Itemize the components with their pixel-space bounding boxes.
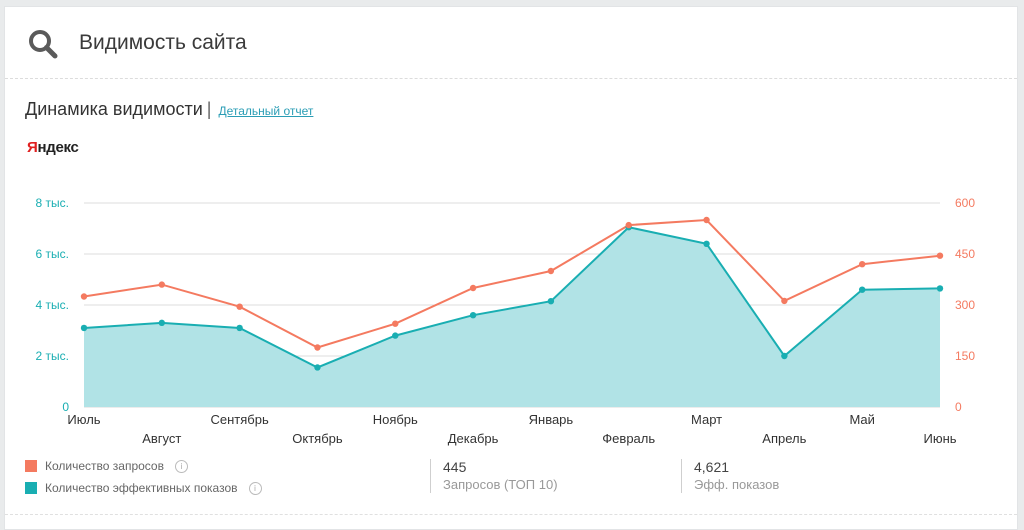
data-point-impressions: [858, 286, 866, 293]
stat-value: 445: [443, 459, 467, 475]
x-tick-label: Июнь: [923, 431, 956, 446]
y-left-tick-label: 4 тыс.: [36, 298, 69, 312]
stat-label: Эфф. показов: [694, 477, 780, 492]
x-tick-label: Март: [691, 412, 722, 427]
data-point-impressions: [80, 324, 88, 332]
data-point-requests: [858, 261, 866, 268]
data-point-requests: [236, 303, 243, 310]
y-left-tick-label: 6 тыс.: [36, 247, 69, 261]
data-point-requests: [80, 293, 88, 300]
x-tick-label: Август: [142, 431, 181, 446]
visibility-card: Видимость сайта Динамика видимости | Дета…: [4, 6, 1018, 530]
y-right-tick-label: 300: [955, 298, 975, 312]
visibility-chart: 0 2 тыс. 4 тыс. 6 тыс. 8 тыс. 0 150 300 450 600 Ию…: [36, 196, 976, 446]
y-right-tick-label: 150: [955, 349, 975, 363]
legend-swatch-requests: [25, 460, 37, 472]
yandex-logo-first-letter: Я: [27, 139, 38, 156]
y-left-tick-label: 8 тыс.: [36, 196, 69, 210]
section-title: Динамика видимости | Детальный отчет: [25, 99, 313, 120]
data-point-requests: [392, 320, 399, 327]
yandex-logo-rest: ндекс: [37, 139, 79, 156]
y-right-tick-label: 0: [955, 400, 962, 414]
x-tick-label: Сентябрь: [211, 412, 269, 427]
section-title-text: Динамика видимости: [25, 99, 203, 119]
legend-item-requests[interactable]: Количество запросов i: [25, 455, 262, 477]
stat-value: 4,621: [694, 459, 730, 475]
legend-item-impressions[interactable]: Количество эффективных показов i: [25, 477, 262, 499]
x-tick-label: Июль: [67, 412, 100, 427]
y-right-tick-label: 600: [955, 196, 975, 210]
x-tick-label: Ноябрь: [373, 412, 418, 427]
yandex-logo: Яндекс: [27, 139, 79, 156]
x-tick-label: Октябрь: [292, 431, 343, 446]
data-point-impressions: [158, 319, 166, 327]
series-line-requests: [83, 218, 941, 349]
y-left-tick-label: 2 тыс.: [36, 349, 69, 363]
legend-label-requests: Количество запросов: [45, 459, 164, 473]
legend-label-impressions: Количество эффективных показов: [45, 481, 238, 495]
x-tick-label: Февраль: [602, 431, 655, 446]
stat-requests-top10: 445 Запросов (ТОП 10): [430, 459, 558, 493]
legend-swatch-impressions: [25, 482, 37, 494]
x-tick-label: Декабрь: [448, 431, 499, 446]
chart-legend: Количество запросов i Количество эффекти…: [25, 455, 262, 499]
x-tick-label: Январь: [529, 412, 574, 427]
stat-effective-impressions: 4,621 Эфф. показов: [681, 459, 779, 493]
title-separator: |: [206, 99, 212, 119]
data-point-requests: [703, 216, 710, 224]
bottom-divider: [5, 514, 1017, 515]
data-point-requests: [625, 221, 632, 229]
data-point-impressions: [236, 324, 243, 332]
card-header: Видимость сайта: [5, 7, 1017, 79]
data-point-impressions: [781, 352, 788, 360]
data-point-requests: [781, 297, 788, 305]
data-point-impressions: [314, 364, 321, 371]
data-point-impressions: [936, 285, 944, 292]
x-tick-label: Апрель: [762, 431, 806, 446]
data-point-impressions: [469, 312, 477, 319]
y-left-tick-label: 0: [62, 400, 69, 414]
data-point-requests: [547, 267, 555, 275]
data-point-requests: [314, 344, 321, 351]
stat-label: Запросов (ТОП 10): [443, 477, 558, 492]
y-right-tick-label: 450: [955, 247, 975, 261]
search-icon: [29, 30, 58, 59]
data-point-impressions: [703, 240, 710, 247]
card-title: Видимость сайта: [79, 31, 247, 54]
info-icon[interactable]: i: [174, 459, 188, 473]
data-point-impressions: [547, 297, 555, 305]
data-point-requests: [158, 281, 166, 288]
data-point-impressions: [392, 332, 399, 339]
info-icon[interactable]: i: [248, 481, 262, 495]
series-line-impressions: [83, 226, 941, 369]
data-point-requests: [469, 284, 477, 292]
x-tick-label: Май: [849, 412, 874, 427]
detailed-report-link[interactable]: Детальный отчет: [218, 104, 314, 118]
data-point-requests: [936, 252, 944, 259]
